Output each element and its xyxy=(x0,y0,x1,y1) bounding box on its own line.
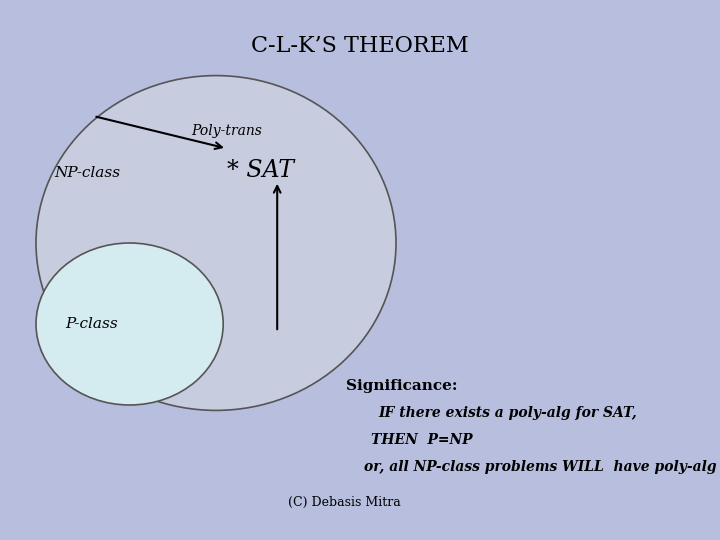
Text: Poly-trans: Poly-trans xyxy=(191,124,261,138)
Text: THEN  P=NP: THEN P=NP xyxy=(371,433,472,447)
Text: (C) Debasis Mitra: (C) Debasis Mitra xyxy=(288,496,401,509)
Text: P-class: P-class xyxy=(65,317,117,331)
Text: NP-class: NP-class xyxy=(54,166,120,180)
Ellipse shape xyxy=(36,243,223,405)
Text: * SAT: * SAT xyxy=(227,159,294,181)
Text: Significance:: Significance: xyxy=(346,379,457,393)
Text: C-L-K’S THEOREM: C-L-K’S THEOREM xyxy=(251,35,469,57)
Ellipse shape xyxy=(36,76,396,410)
Text: IF there exists a poly-alg for SAT,: IF there exists a poly-alg for SAT, xyxy=(378,406,636,420)
Text: or, all NP-class problems WILL  have poly-alg: or, all NP-class problems WILL have poly… xyxy=(364,460,716,474)
